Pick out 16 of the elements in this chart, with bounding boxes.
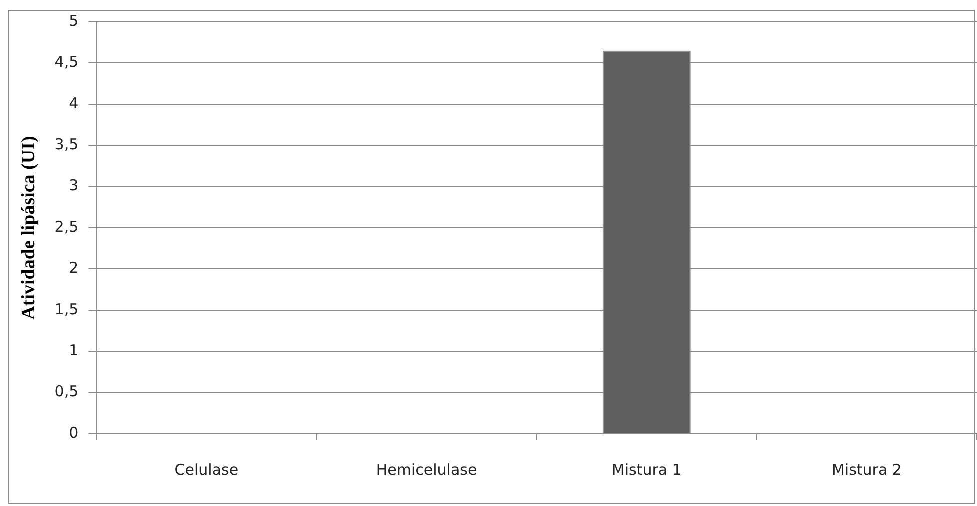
y-tick-label: 0: [69, 424, 79, 442]
y-tick-label: 2: [69, 259, 79, 278]
y-tick-label: 2,5: [54, 218, 79, 236]
y-tick-label: 3,5: [54, 135, 79, 154]
y-tick-label: 1: [69, 341, 79, 360]
x-tick-label: Mistura 2: [832, 460, 902, 479]
y-tick-label: 5: [69, 12, 79, 30]
y-tick-label: 0,5: [54, 382, 79, 401]
y-tick-label: 1,5: [54, 300, 79, 318]
y-tick-label: 3: [69, 176, 79, 195]
y-tick-label: 4,5: [54, 53, 79, 72]
x-tick-label: Hemicelulase: [376, 460, 478, 479]
y-axis-title: Atividade lipásica (UI): [18, 136, 40, 320]
y-tick-label: 4: [69, 94, 79, 112]
x-tick-label: Mistura 1: [612, 460, 682, 479]
x-tick-label: Celulase: [174, 460, 239, 479]
